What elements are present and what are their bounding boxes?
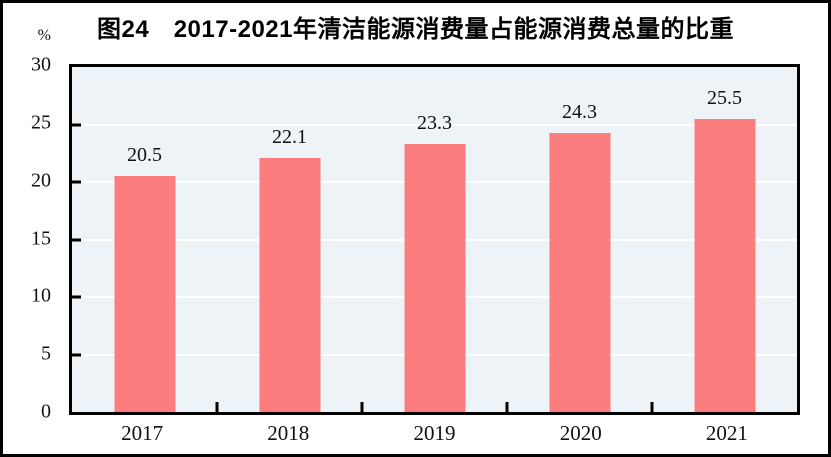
bar-2021 <box>694 118 755 412</box>
y-axis-label-25: 25 <box>31 111 51 134</box>
x-axis-tick-1 <box>215 402 219 412</box>
x-axis-label-2020: 2020 <box>559 421 602 445</box>
bar-value-label-2017: 20.5 <box>127 144 162 167</box>
chart-title: 图24 2017-2021年清洁能源消费量占能源消费总量的比重 <box>97 16 734 43</box>
y-axis-label-10: 10 <box>31 284 51 307</box>
y-axis-label-15: 15 <box>31 227 51 249</box>
x-axis-tick-4 <box>650 402 654 412</box>
x-axis-tick-2 <box>360 402 364 412</box>
x-axis-label-2017: 2017 <box>121 421 164 445</box>
x-axis-label-2018: 2018 <box>267 421 310 445</box>
bar-value-label-2020: 24.3 <box>562 100 597 123</box>
x-axis-tick-3 <box>505 402 509 412</box>
y-axis-tick-5 <box>72 353 81 356</box>
y-axis-unit-label: % <box>37 27 51 44</box>
bar-value-label-2018: 22.1 <box>272 125 307 148</box>
y-axis-tick-15 <box>72 238 81 241</box>
bar-2019 <box>404 144 465 412</box>
x-axis-tick-labels: 2017 2018 2019 2020 2021 <box>69 421 800 446</box>
bar-value-label-2019: 23.3 <box>417 112 452 135</box>
y-axis-label-30: 30 <box>31 53 51 76</box>
bar-2018 <box>259 157 320 412</box>
x-axis-label-2021: 2021 <box>705 421 748 445</box>
x-axis-label-2019: 2019 <box>413 421 456 445</box>
bar-2017 <box>114 176 175 412</box>
y-axis-tick-labels: 0 5 10 15 20 25 30 <box>3 54 51 423</box>
bar-value-label-2021: 25.5 <box>707 86 742 109</box>
y-axis-label-20: 20 <box>31 169 51 192</box>
y-axis-label-0: 0 <box>41 400 51 423</box>
y-axis-tick-20 <box>72 180 81 184</box>
plot-area: 20.5 22.1 23.3 24.3 25.5 <box>69 64 800 415</box>
y-axis-label-5: 5 <box>41 342 51 365</box>
y-axis-tick-25 <box>72 123 81 126</box>
y-axis-tick-10 <box>72 295 81 299</box>
gridline-25 <box>72 123 797 126</box>
bar-2020 <box>549 132 610 412</box>
